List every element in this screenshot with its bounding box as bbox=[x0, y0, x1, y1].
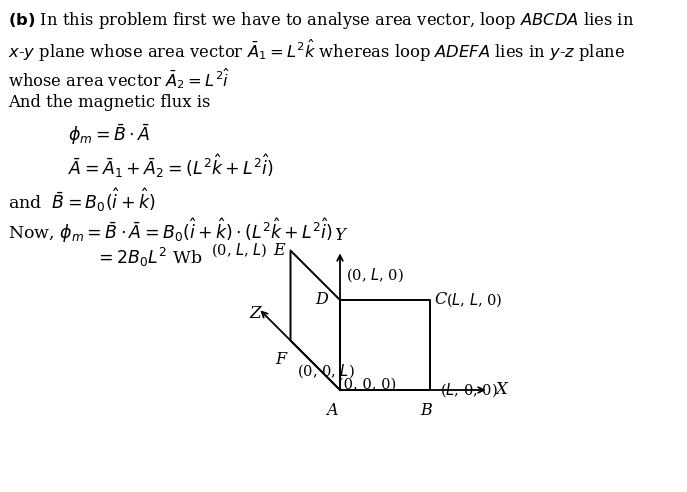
Text: Y: Y bbox=[335, 227, 346, 244]
Text: (0, $L$, $L$): (0, $L$, $L$) bbox=[210, 242, 267, 259]
Text: X: X bbox=[495, 381, 507, 399]
Text: (0, 0, 0): (0, 0, 0) bbox=[338, 378, 396, 392]
Text: F: F bbox=[275, 350, 286, 368]
Text: Z: Z bbox=[249, 305, 260, 322]
Text: B: B bbox=[420, 402, 432, 419]
Text: $\phi_m=\bar{B}\cdot\bar{A}$: $\phi_m=\bar{B}\cdot\bar{A}$ bbox=[68, 122, 150, 147]
Text: whose area vector $\bar{A}_2=L^2\hat{i}$: whose area vector $\bar{A}_2=L^2\hat{i}$ bbox=[8, 66, 230, 91]
Text: $\bar{A}=\bar{A}_1+\bar{A}_2=(L^2\hat{k}+L^2\hat{i})$: $\bar{A}=\bar{A}_1+\bar{A}_2=(L^2\hat{k}… bbox=[68, 152, 274, 180]
Text: ($L$, $L$, 0): ($L$, $L$, 0) bbox=[446, 291, 502, 309]
Text: And the magnetic flux is: And the magnetic flux is bbox=[8, 94, 210, 111]
Text: C: C bbox=[434, 291, 447, 308]
Text: $\bf{(b)}$ In this problem first we have to analyse area vector, loop $\mathit{A: $\bf{(b)}$ In this problem first we have… bbox=[8, 10, 634, 31]
Text: $x$-$y$ plane whose area vector $\bar{A}_1=L^2\hat{k}$ whereas loop $\mathit{ADE: $x$-$y$ plane whose area vector $\bar{A}… bbox=[8, 38, 625, 64]
Text: (0, 0, $L$): (0, 0, $L$) bbox=[297, 363, 354, 380]
Text: Now, $\phi_m=\bar{B}\cdot\bar{A}=B_0(\hat{i}+\hat{k})\cdot(L^2\hat{k}+L^2\hat{i}: Now, $\phi_m=\bar{B}\cdot\bar{A}=B_0(\ha… bbox=[8, 216, 333, 245]
Text: E: E bbox=[273, 242, 284, 259]
Text: and  $\bar{B}=B_0(\hat{i}+\hat{k})$: and $\bar{B}=B_0(\hat{i}+\hat{k})$ bbox=[8, 186, 155, 214]
Text: D: D bbox=[315, 291, 328, 308]
Text: A: A bbox=[326, 402, 338, 419]
Text: (0, $L$, 0): (0, $L$, 0) bbox=[346, 266, 404, 284]
Text: $=2B_0L^2$ Wb: $=2B_0L^2$ Wb bbox=[95, 246, 203, 269]
Text: ($L$, 0, 0): ($L$, 0, 0) bbox=[440, 381, 497, 399]
